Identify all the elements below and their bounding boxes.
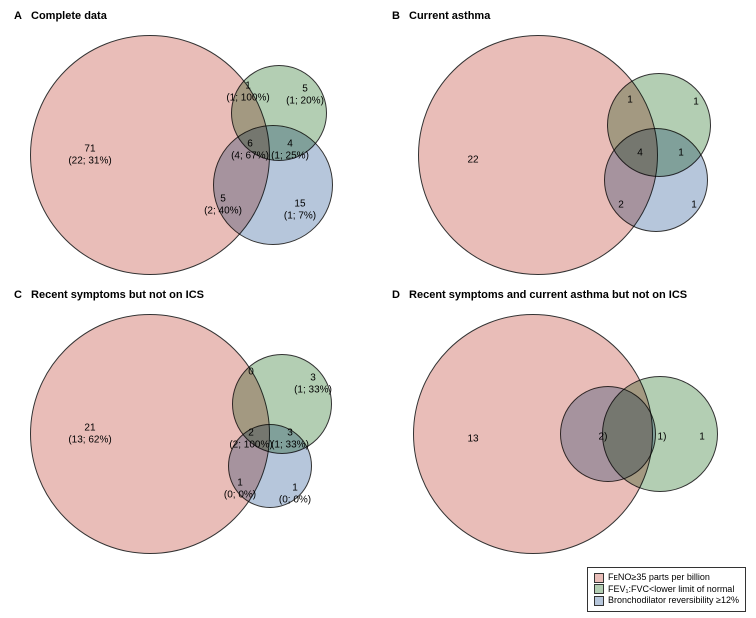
label-fev_only: 1 [699,431,705,443]
label-all: 2(2; 100%) [229,428,272,451]
legend-row-broncho: Bronchodilator reversibility ≥12% [594,595,739,607]
label-all: 2) [599,431,608,443]
label-fev_broncho: 3(1; 33%) [271,428,309,451]
panel-b-title: B Current asthma [392,10,490,22]
legend-swatch-fev [594,584,604,594]
panel-d-letter: D [392,289,400,301]
panel-b: B Current asthma 22 1 1 1 2 1 4 [378,0,756,279]
legend-row-feno: FᴇNO≥35 parts per billion [594,572,739,584]
panel-c-title: C Recent symptoms but not on ICS [14,289,204,301]
panel-a-letter: A [14,10,22,22]
legend-label-broncho: Bronchodilator reversibility ≥12% [608,595,739,607]
label-broncho_only: 1 [691,199,697,211]
label-feno_broncho: 1(0; 0%) [224,478,256,501]
label-fev_only: 3(1; 33%) [294,373,332,396]
panel-a-title-text: Complete data [31,10,107,22]
legend-swatch-broncho [594,596,604,606]
label-feno_fev: 1(1; 100%) [226,81,269,104]
panel-c-letter: C [14,289,22,301]
label-fev_only: 5(1; 20%) [286,84,324,107]
legend-label-feno: FᴇNO≥35 parts per billion [608,572,710,584]
label-fev_broncho: 4(1; 25%) [271,139,309,162]
panel-b-title-text: Current asthma [409,10,490,22]
panel-d-title-text: Recent symptoms and current asthma but n… [409,289,687,301]
label-feno_only: 13 [467,433,478,445]
panel-c: C Recent symptoms but not on ICS 21(13; … [0,279,378,558]
panel-a: A Complete data 71(22; 31%) 5(1; 20%) 15(1… [0,0,378,279]
label-feno_only: 71(22; 31%) [68,144,111,167]
panel-a-title: A Complete data [14,10,107,22]
label-feno_broncho: 2 [618,199,624,211]
legend-label-fev: FEV₁:FVC<lower limit of normal [608,584,734,596]
label-feno_only: 21(13; 62%) [68,423,111,446]
circle-fev [607,73,711,177]
label-fev_only: 1 [693,96,699,108]
label-broncho_only: 1(0; 0%) [279,483,311,506]
label-fev_broncho: 1) [658,431,667,443]
panel-d-title: D Recent symptoms and current asthma but… [392,289,687,301]
legend-row-fev: FEV₁:FVC<lower limit of normal [594,584,739,596]
label-feno_fev: 1 [627,94,633,106]
legend-swatch-feno [594,573,604,583]
label-feno_broncho: 5(2; 40%) [204,194,242,217]
label-feno_only: 22 [467,154,478,166]
venn-grid: A Complete data 71(22; 31%) 5(1; 20%) 15(1… [0,0,756,558]
legend: FᴇNO≥35 parts per billion FEV₁:FVC<lower… [587,567,746,612]
label-feno_fev: 0 [248,366,254,378]
panel-c-title-text: Recent symptoms but not on ICS [31,289,204,301]
label-all: 4 [637,147,643,159]
panel-d: D Recent symptoms and current asthma but… [378,279,756,558]
label-broncho_only: 15(1; 7%) [284,199,316,222]
panel-b-letter: B [392,10,400,22]
label-fev_broncho: 1 [678,147,684,159]
label-all: 6(4; 67%) [231,139,269,162]
